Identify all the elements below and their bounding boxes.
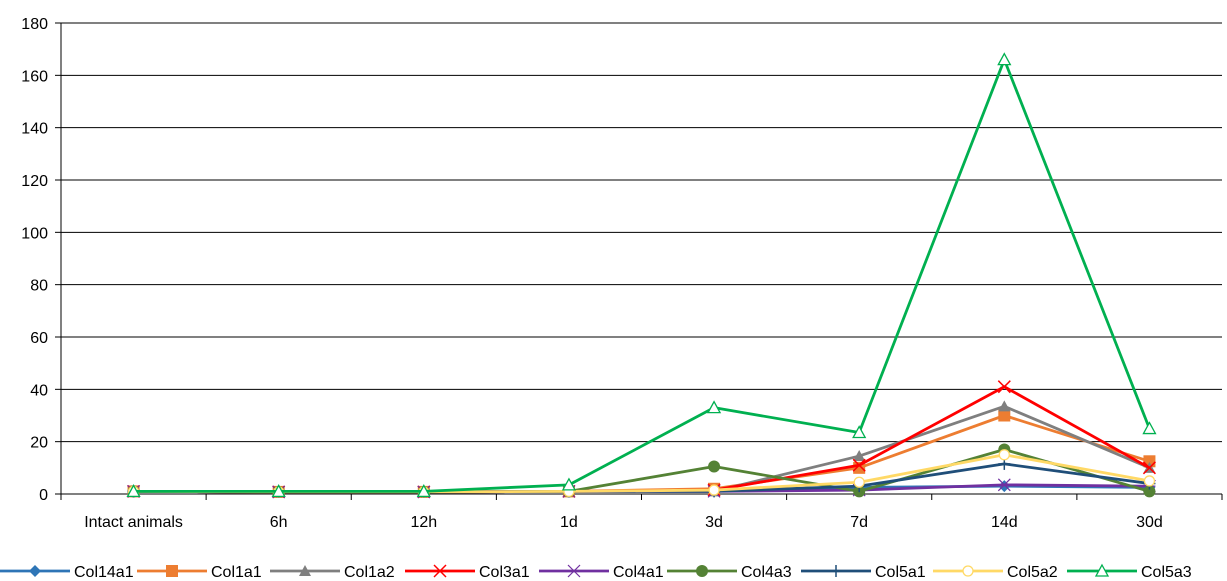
data-point-col1a2 [853,450,866,462]
marker-stroke [997,380,1011,394]
legend-item-col4a1: Col4a1 [539,564,664,581]
series-col5a2 [127,449,1156,498]
data-point-col5a3 [126,484,141,498]
marker-stroke [852,458,866,472]
x-axis-ticks: Intact animals 6h 12h 1d 3d 7d 14d 30d [60,494,1223,531]
data-point-col3a1 [852,458,866,472]
y-axis-ticks: 0 20 40 60 80 100 120 140 160 180 [21,16,61,504]
series-line-col1a1 [133,414,1150,494]
data-point-col4a1 [997,478,1011,492]
x-tick-label: 12h [410,514,437,531]
legend-label: Col5a2 [1007,564,1058,581]
data-point-col1a2 [998,400,1011,412]
y-tick-label: 120 [21,173,48,190]
marker-stroke [433,564,447,578]
legend-item-col3a1: Col3a1 [405,564,530,581]
legend-label: Col4a3 [741,564,792,581]
data-point-col5a3 [706,400,722,414]
data-point-col5a3 [852,425,867,439]
legend-label: Col5a1 [875,564,926,581]
legend-item-col1a1: Col1a1 [137,564,262,581]
y-tick-label: 140 [21,121,48,138]
legend-label: Col1a2 [344,564,395,581]
legend-item-col5a1: Col5a1 [801,564,926,581]
legend-label: Col5a3 [1141,564,1192,581]
data-point-col5a2 [1143,475,1156,487]
y-tick-label: 80 [30,278,48,295]
data-point-col5a3 [271,484,286,498]
legend-label: Col4a1 [613,564,664,581]
y-tick-label: 60 [30,330,48,347]
y-tick-label: 180 [21,16,48,33]
legend-label: Col3a1 [479,564,530,581]
legend-marker [29,565,41,577]
x-tick-label: 3d [705,514,723,531]
legend-marker [1094,563,1110,577]
x-tick-label: 7d [850,514,868,531]
data-point-col5a3 [561,477,577,491]
x-tick-label: Intact animals [84,514,183,531]
y-tick-label: 100 [21,225,48,242]
data-point-col5a2 [853,476,865,488]
legend: Col14a1 Col1a1 Col1a2 Col3a1 Col4a1 Col4a3 Col… [0,563,1192,581]
legend-marker [299,565,311,576]
data-point-col4a3 [708,460,721,473]
x-tick-label: 14d [991,514,1018,531]
x-tick-label: 6h [270,514,288,531]
legend-marker [962,565,974,577]
legend-item-col14a1: Col14a1 [0,564,134,581]
x-tick-label: 1d [560,514,578,531]
legend-item-col4a3: Col4a3 [667,564,792,581]
data-point-col1a1 [998,409,1011,422]
data-point-col5a3 [1142,421,1157,435]
gridlines [61,22,1222,443]
x-tick-label: 30d [1136,514,1163,531]
marker-stroke [1142,461,1156,475]
data-point-col3a1 [997,380,1011,394]
data-point-col5a3 [416,484,431,498]
legend-item-col5a3: Col5a3 [1067,563,1192,581]
legend-item-col1a2: Col1a2 [270,564,395,581]
legend-label: Col14a1 [74,564,134,581]
series-group [126,52,1157,499]
data-point-col5a2 [998,449,1010,461]
legend-item-col5a2: Col5a2 [933,564,1058,581]
y-tick-label: 0 [39,487,48,504]
legend-marker [433,564,447,578]
y-tick-label: 20 [30,435,48,452]
data-point-col5a3 [997,52,1012,66]
y-tick-label: 40 [30,382,48,399]
data-point-col4a3 [1143,485,1156,498]
series-col5a3 [126,52,1157,498]
series-line-col3a1 [133,385,1151,494]
legend-label: Col1a1 [211,564,262,581]
legend-marker [567,564,581,578]
legend-marker [830,565,842,577]
legend-marker [696,565,708,577]
data-point-col3a1 [1142,461,1156,475]
series-line-col5a3 [133,58,1151,493]
y-tick-label: 160 [21,68,48,85]
legend-marker [166,565,178,577]
data-point-col5a2 [708,484,720,496]
